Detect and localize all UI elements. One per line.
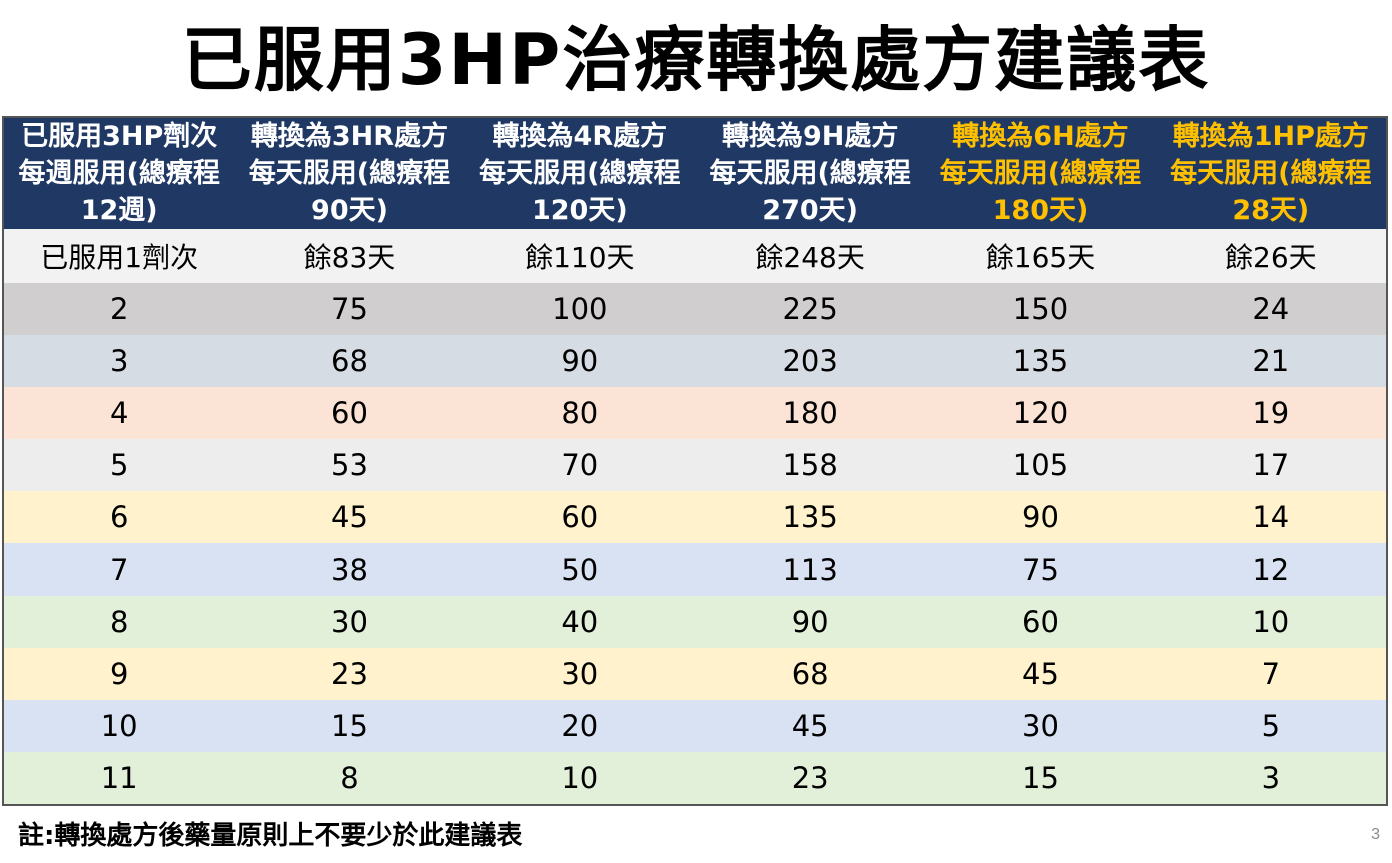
table-cell: 15 (331, 708, 368, 743)
table-cell: 6 (109, 500, 129, 535)
table-cell: 4 (109, 396, 129, 431)
table-cell: 5 (1261, 708, 1281, 743)
table-cell: 2 (109, 292, 129, 327)
table-row: 10 15 20 45 30 5 (4, 699, 1386, 752)
table-cell: 45 (331, 500, 368, 535)
table-cell: 70 (561, 448, 599, 483)
table-cell: 20 (561, 708, 599, 743)
table-cell: 40 (561, 604, 599, 639)
table-row: 11 8 10 23 15 3 (4, 751, 1386, 804)
table-cell: 23 (791, 760, 829, 795)
table-row: 6 45 60 135 90 14 (4, 491, 1386, 544)
table-row: 4 60 80 180 120 19 (4, 387, 1386, 440)
table-row: 9 23 30 68 45 7 (4, 647, 1386, 700)
subheader-cell: 餘165天 (985, 241, 1096, 275)
table-cell: 68 (791, 656, 829, 691)
header-3hr: 轉換為3HR處方 每天服用(總療程 90天) (234, 118, 465, 229)
table-row: 2 75 100 225 150 24 (4, 283, 1386, 336)
subheader-cell: 餘110天 (525, 241, 635, 275)
table-cell: 7 (109, 552, 129, 587)
table-cell: 11 (100, 760, 138, 795)
table-cell: 135 (1012, 344, 1069, 379)
table-cell: 225 (782, 292, 838, 327)
table-cell: 12 (1252, 552, 1290, 587)
table-cell: 60 (1022, 604, 1059, 639)
header-9h: 轉換為9H處方 每天服用(總療程 270天) (694, 118, 926, 229)
table-cell: 30 (561, 656, 599, 691)
table-cell: 7 (1261, 656, 1281, 691)
table-cell: 3 (109, 344, 129, 379)
table-cell: 45 (791, 708, 829, 743)
table-cell: 75 (1022, 552, 1059, 587)
page-number: 3 (1371, 826, 1380, 843)
conversion-table: 已服用3HP劑次 每週服用(總療程 12週) 轉換為3HR處方 每天服用(總療程… (4, 118, 1386, 804)
table-cell: 17 (1252, 448, 1290, 483)
table-row: 8 30 40 90 60 10 (4, 595, 1386, 648)
table-cell: 3 (1261, 760, 1281, 795)
table-cell: 14 (1252, 500, 1290, 535)
table-cell: 150 (1012, 292, 1069, 327)
table-cell: 45 (1022, 656, 1059, 691)
subheader-cell: 餘26天 (1225, 241, 1317, 275)
table-cell: 23 (331, 656, 368, 691)
table-cell: 90 (1022, 500, 1059, 535)
table-cell: 8 (340, 760, 359, 795)
table-cell: 10 (100, 708, 138, 743)
table-cell: 105 (1012, 448, 1069, 483)
table-cell: 75 (331, 292, 368, 327)
table-cell: 60 (331, 396, 368, 431)
table-cell: 68 (331, 344, 368, 379)
table-cell: 19 (1252, 396, 1290, 431)
table-cell: 10 (1252, 604, 1290, 639)
header-1hp: 轉換為1HP處方 每天服用(總療程 28天) (1155, 118, 1386, 229)
table-row: 3 68 90 203 135 21 (4, 335, 1386, 388)
header-row: 已服用3HP劑次 每週服用(總療程 12週) 轉換為3HR處方 每天服用(總療程… (4, 118, 1386, 229)
header-6h: 轉換為6H處方 每天服用(總療程 180天) (925, 118, 1156, 229)
header-3hp-doses: 已服用3HP劑次 每週服用(總療程 12週) (4, 118, 235, 229)
table-cell: 60 (561, 500, 599, 535)
page-title: 已服用3HP治療轉換處方建議表 (181, 19, 1211, 101)
table-cell: 113 (782, 552, 838, 587)
table-cell: 38 (331, 552, 368, 587)
table-cell: 180 (782, 396, 838, 431)
subheader-cell: 餘83天 (303, 241, 396, 275)
table-cell: 100 (552, 292, 608, 327)
table-cell: 120 (1012, 396, 1069, 431)
table-cell: 5 (109, 448, 129, 483)
table-cell: 10 (561, 760, 599, 795)
table-cell: 24 (1252, 292, 1290, 327)
subheader-cell: 已服用1劑次 (40, 241, 199, 275)
conversion-table-container: 已服用3HP劑次 每週服用(總療程 12週) 轉換為3HR處方 每天服用(總療程… (2, 116, 1388, 806)
header-4r: 轉換為4R處方 每天服用(總療程 120天) (464, 118, 695, 229)
table-cell: 135 (782, 500, 838, 535)
table-cell: 30 (331, 604, 368, 639)
table-cell: 50 (561, 552, 599, 587)
table-cell: 30 (1022, 708, 1059, 743)
table-cell: 15 (1022, 760, 1059, 795)
table-row: 5 53 70 158 105 17 (4, 439, 1386, 492)
footnote: 註:轉換處方後藥量原則上不要少於此建議表 (18, 821, 523, 851)
table-cell: 90 (561, 344, 599, 379)
table-cell: 21 (1252, 344, 1290, 379)
table-cell: 203 (782, 344, 838, 379)
table-cell: 158 (782, 448, 838, 483)
subheader-cell: 餘248天 (755, 241, 865, 275)
table-cell: 9 (109, 656, 129, 691)
table-row: 7 38 50 113 75 12 (4, 543, 1386, 596)
table-cell: 80 (561, 396, 599, 431)
table-cell: 53 (331, 448, 368, 483)
table-cell: 90 (791, 604, 829, 639)
table-cell: 8 (109, 604, 129, 639)
remaining-days-row: 已服用1劑次 餘83天 餘110天 餘248天 餘165天 餘26天 (4, 229, 1386, 284)
